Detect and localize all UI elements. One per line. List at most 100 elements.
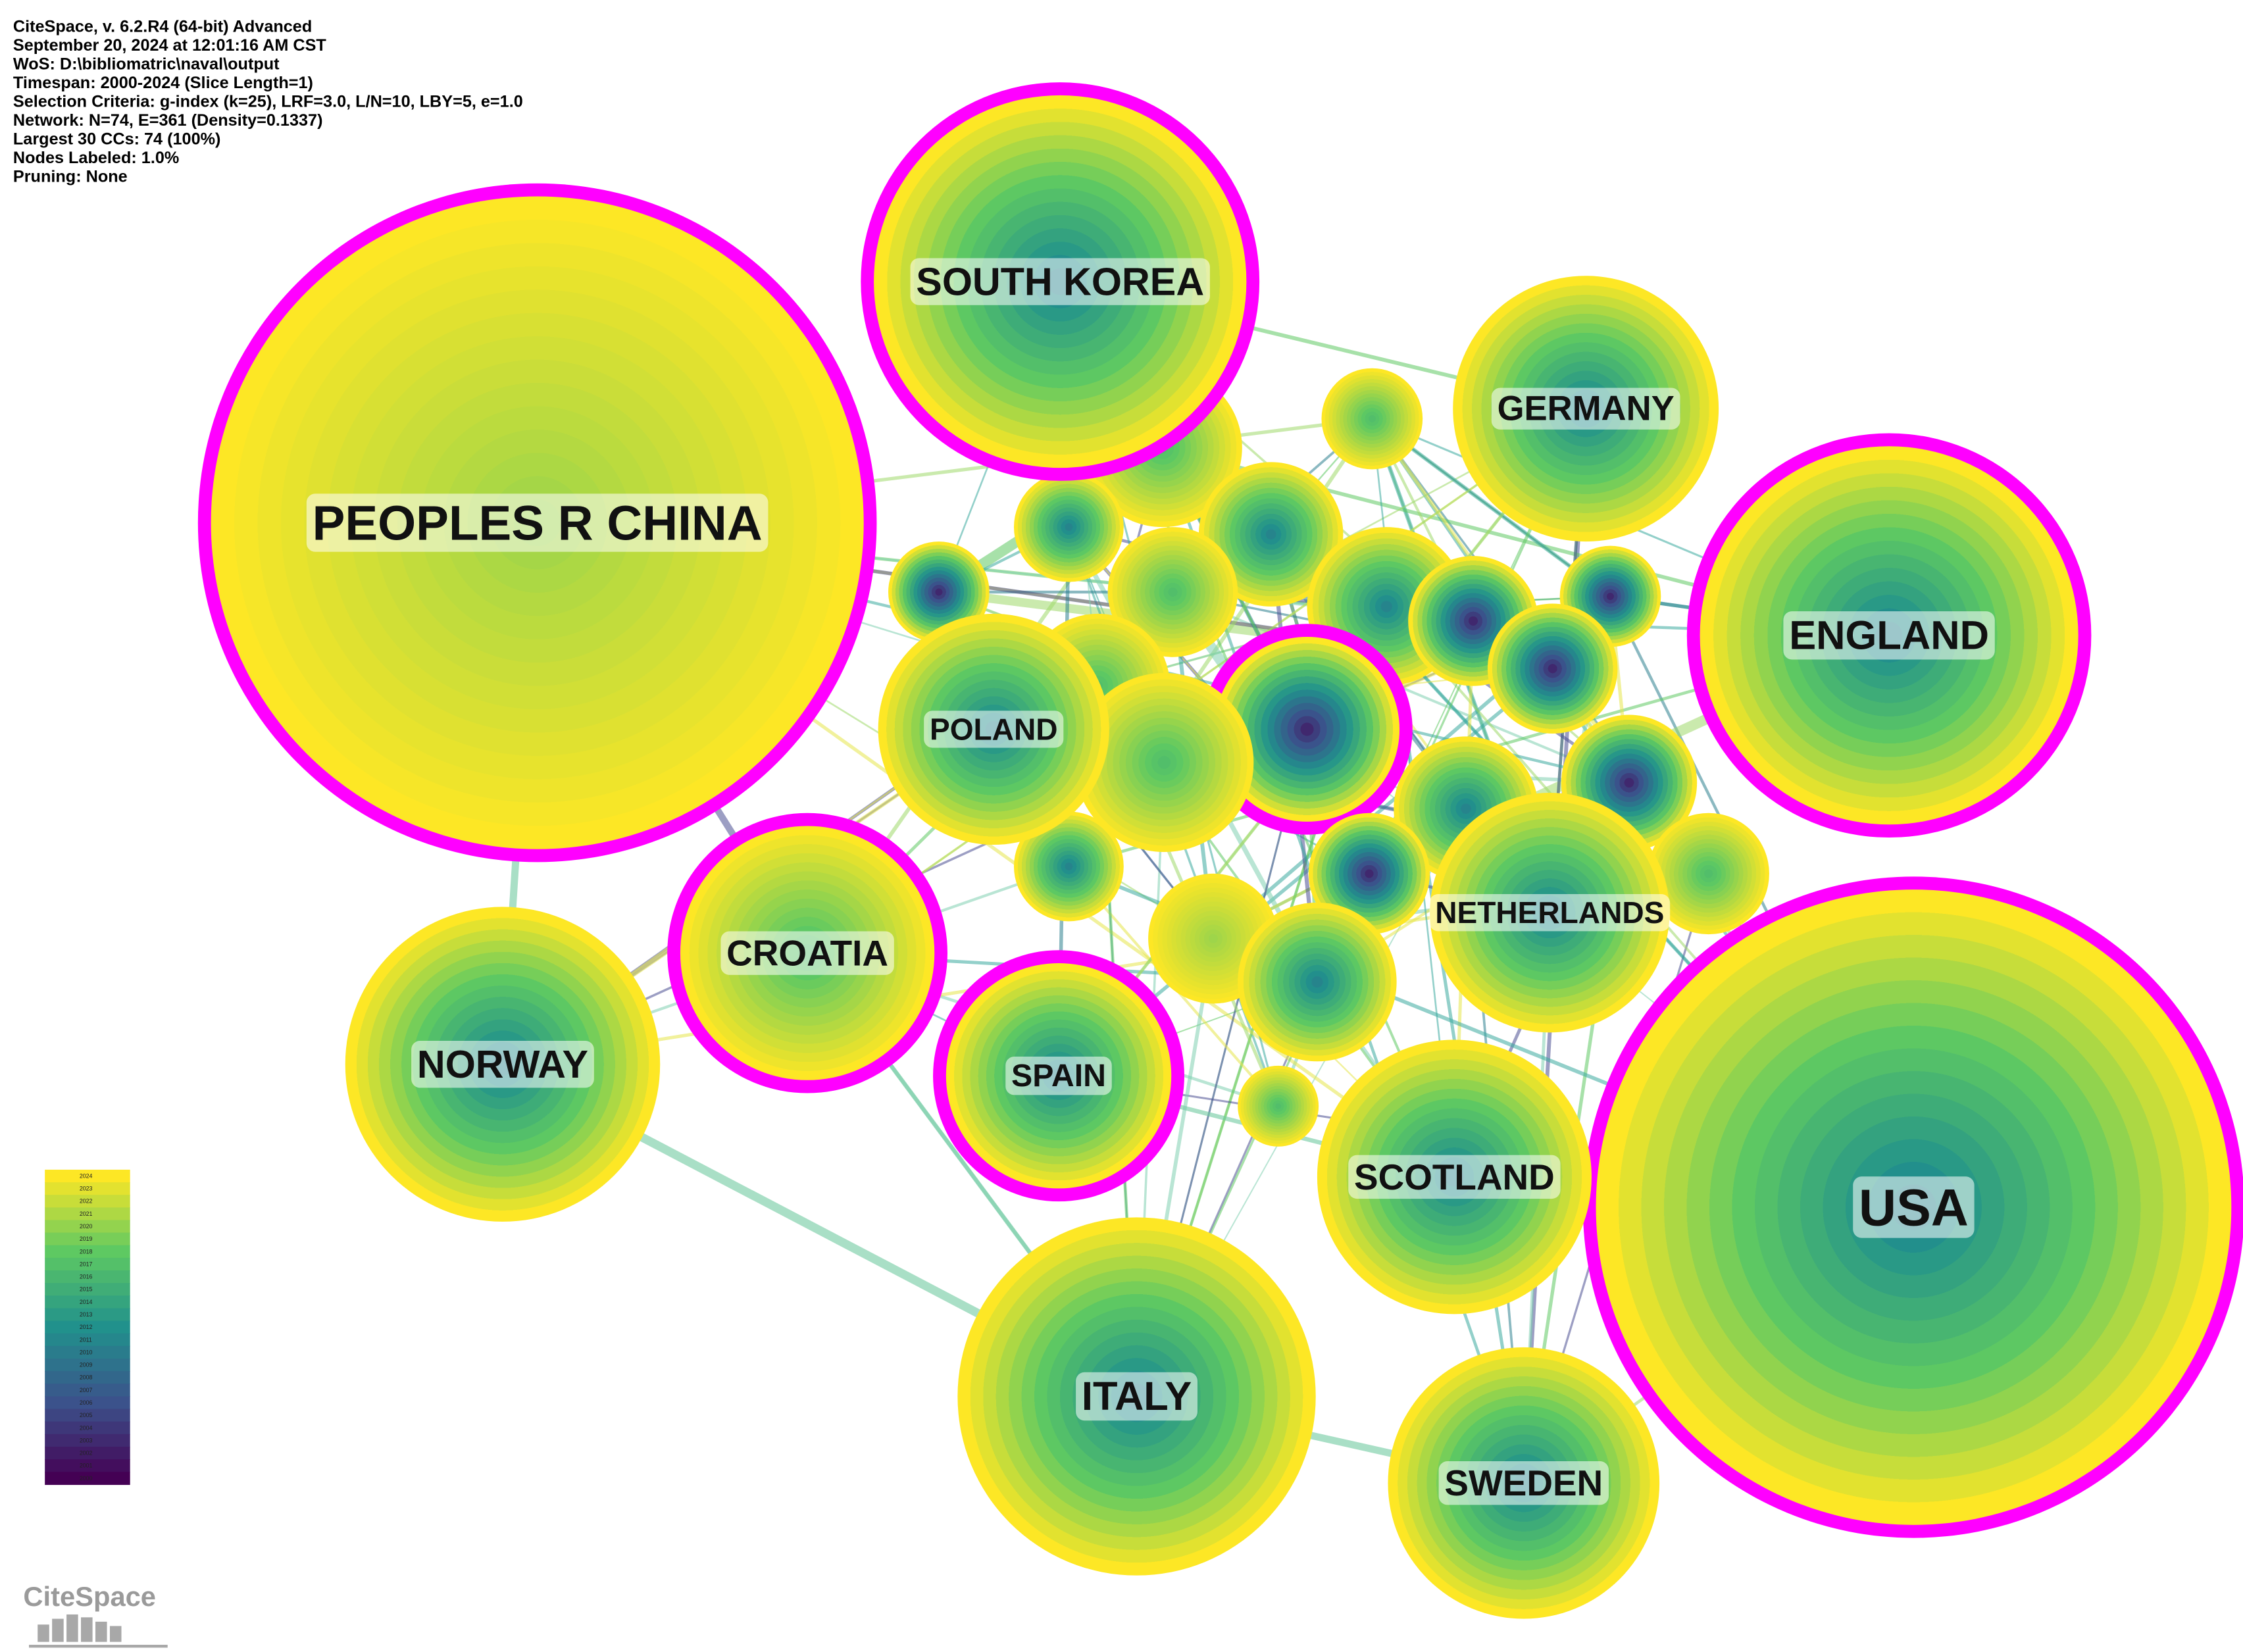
node <box>1308 813 1430 935</box>
legend-band <box>45 1333 130 1347</box>
header: CiteSpace, v. 6.2.R4 (64-bit) AdvancedSe… <box>13 17 523 186</box>
node <box>1321 368 1423 470</box>
node-label: CROATIA <box>726 933 888 974</box>
legend-band <box>45 1409 130 1422</box>
label-box <box>411 1040 594 1088</box>
label-box <box>306 493 769 552</box>
label-box <box>720 931 894 975</box>
node <box>1074 672 1254 853</box>
node-label: USA <box>1859 1178 1969 1236</box>
legend-band <box>45 1446 130 1460</box>
legend-band <box>45 1434 130 1447</box>
legend-year: 2016 <box>80 1274 93 1280</box>
label-box <box>1783 611 1995 660</box>
header-line: Selection Criteria: g-index (k=25), LRF=… <box>13 92 523 111</box>
legend-band <box>45 1257 130 1271</box>
legend-year: 2012 <box>80 1324 93 1330</box>
node-label: NORWAY <box>417 1042 588 1086</box>
legend-year: 2021 <box>80 1211 93 1217</box>
legend-year: 2024 <box>80 1172 93 1179</box>
legend-band <box>45 1358 130 1372</box>
node <box>1215 636 1400 822</box>
header-line: September 20, 2024 at 12:01:16 AM CST <box>13 36 327 55</box>
node <box>1013 811 1124 922</box>
label-box <box>1853 1176 1975 1238</box>
legend-band <box>45 1384 130 1397</box>
label-box <box>910 258 1210 305</box>
legend-year: 2010 <box>80 1349 93 1355</box>
legend-band <box>45 1345 130 1359</box>
legend-year: 2023 <box>80 1186 93 1192</box>
legend-year: 2002 <box>80 1450 93 1457</box>
legend-year: 2017 <box>80 1261 93 1267</box>
logo-text: CiteSpace <box>23 1581 156 1612</box>
legend-band <box>45 1245 130 1259</box>
legend-band <box>45 1270 130 1284</box>
node <box>1648 813 1769 935</box>
legend-year: 2013 <box>80 1311 93 1318</box>
node-label: ITALY <box>1082 1374 1192 1419</box>
header-line: Network: N=74, E=361 (Density=0.1337) <box>13 111 323 130</box>
legend-band <box>45 1421 130 1435</box>
legend-year: 2001 <box>80 1463 93 1469</box>
node-label: NETHERLANDS <box>1435 895 1664 930</box>
legend-band <box>45 1371 130 1384</box>
legend-year: 2020 <box>80 1223 93 1230</box>
legend-band <box>45 1182 130 1195</box>
label-box <box>1348 1155 1561 1199</box>
node <box>1198 462 1344 607</box>
legend-band <box>45 1169 130 1183</box>
legend-band <box>45 1220 130 1234</box>
label-box <box>1491 388 1680 430</box>
legend-band <box>45 1396 130 1410</box>
label-box <box>1429 894 1671 932</box>
header-line: Timespan: 2000-2024 (Slice Length=1) <box>13 74 313 92</box>
header-line: Nodes Labeled: 1.0% <box>13 149 179 167</box>
node <box>1238 902 1397 1062</box>
legend-band <box>45 1295 130 1309</box>
legend-band <box>45 1308 130 1322</box>
labels: PEOPLES R CHINA SOUTH KOREA GERMANY ENGLAND… <box>306 258 1995 1505</box>
node-label: GERMANY <box>1498 389 1675 428</box>
legend-year: 2007 <box>80 1387 93 1393</box>
legend-year: 2018 <box>80 1248 93 1255</box>
legend-year: 2005 <box>80 1412 93 1418</box>
legend-year: 2019 <box>80 1236 93 1242</box>
legend-year: 2003 <box>80 1437 93 1443</box>
legend-year: 2015 <box>80 1286 93 1293</box>
legend-band <box>45 1472 130 1486</box>
legend-band <box>45 1283 130 1296</box>
nodes <box>197 82 2243 1619</box>
legend-year: 2000 <box>80 1475 93 1482</box>
legend-year: 2009 <box>80 1362 93 1368</box>
legend-year: 2022 <box>80 1198 93 1205</box>
node <box>888 541 990 643</box>
header-line: CiteSpace, v. 6.2.R4 (64-bit) Advanced <box>13 17 312 36</box>
legend-band <box>45 1195 130 1208</box>
label-box <box>1076 1372 1197 1421</box>
node-label: ENGLAND <box>1789 613 1989 658</box>
label-box <box>1438 1461 1609 1505</box>
legend-year: 2006 <box>80 1399 93 1406</box>
logo-icon <box>29 1614 168 1648</box>
legend: 2024 2023 2022 2021 2020 2019 2018 2017 2016 2015… <box>45 1169 130 1486</box>
node-label: SPAIN <box>1011 1058 1106 1093</box>
logo: CiteSpace <box>23 1581 168 1648</box>
header-line: Largest 30 CCs: 74 (100%) <box>13 130 221 148</box>
legend-band <box>45 1459 130 1472</box>
legend-year: 2008 <box>80 1374 93 1381</box>
node-label: SOUTH KOREA <box>916 260 1204 304</box>
label-box <box>924 711 1064 748</box>
node <box>1013 472 1124 582</box>
legend-year: 2014 <box>80 1299 93 1305</box>
node <box>1487 603 1618 734</box>
node-label: SWEDEN <box>1444 1463 1603 1503</box>
legend-band <box>45 1320 130 1334</box>
legend-band <box>45 1207 130 1221</box>
node-label: PEOPLES R CHINA <box>313 495 763 551</box>
node <box>1107 527 1238 657</box>
node-label: SCOTLAND <box>1354 1157 1555 1197</box>
label-box <box>1005 1057 1112 1095</box>
